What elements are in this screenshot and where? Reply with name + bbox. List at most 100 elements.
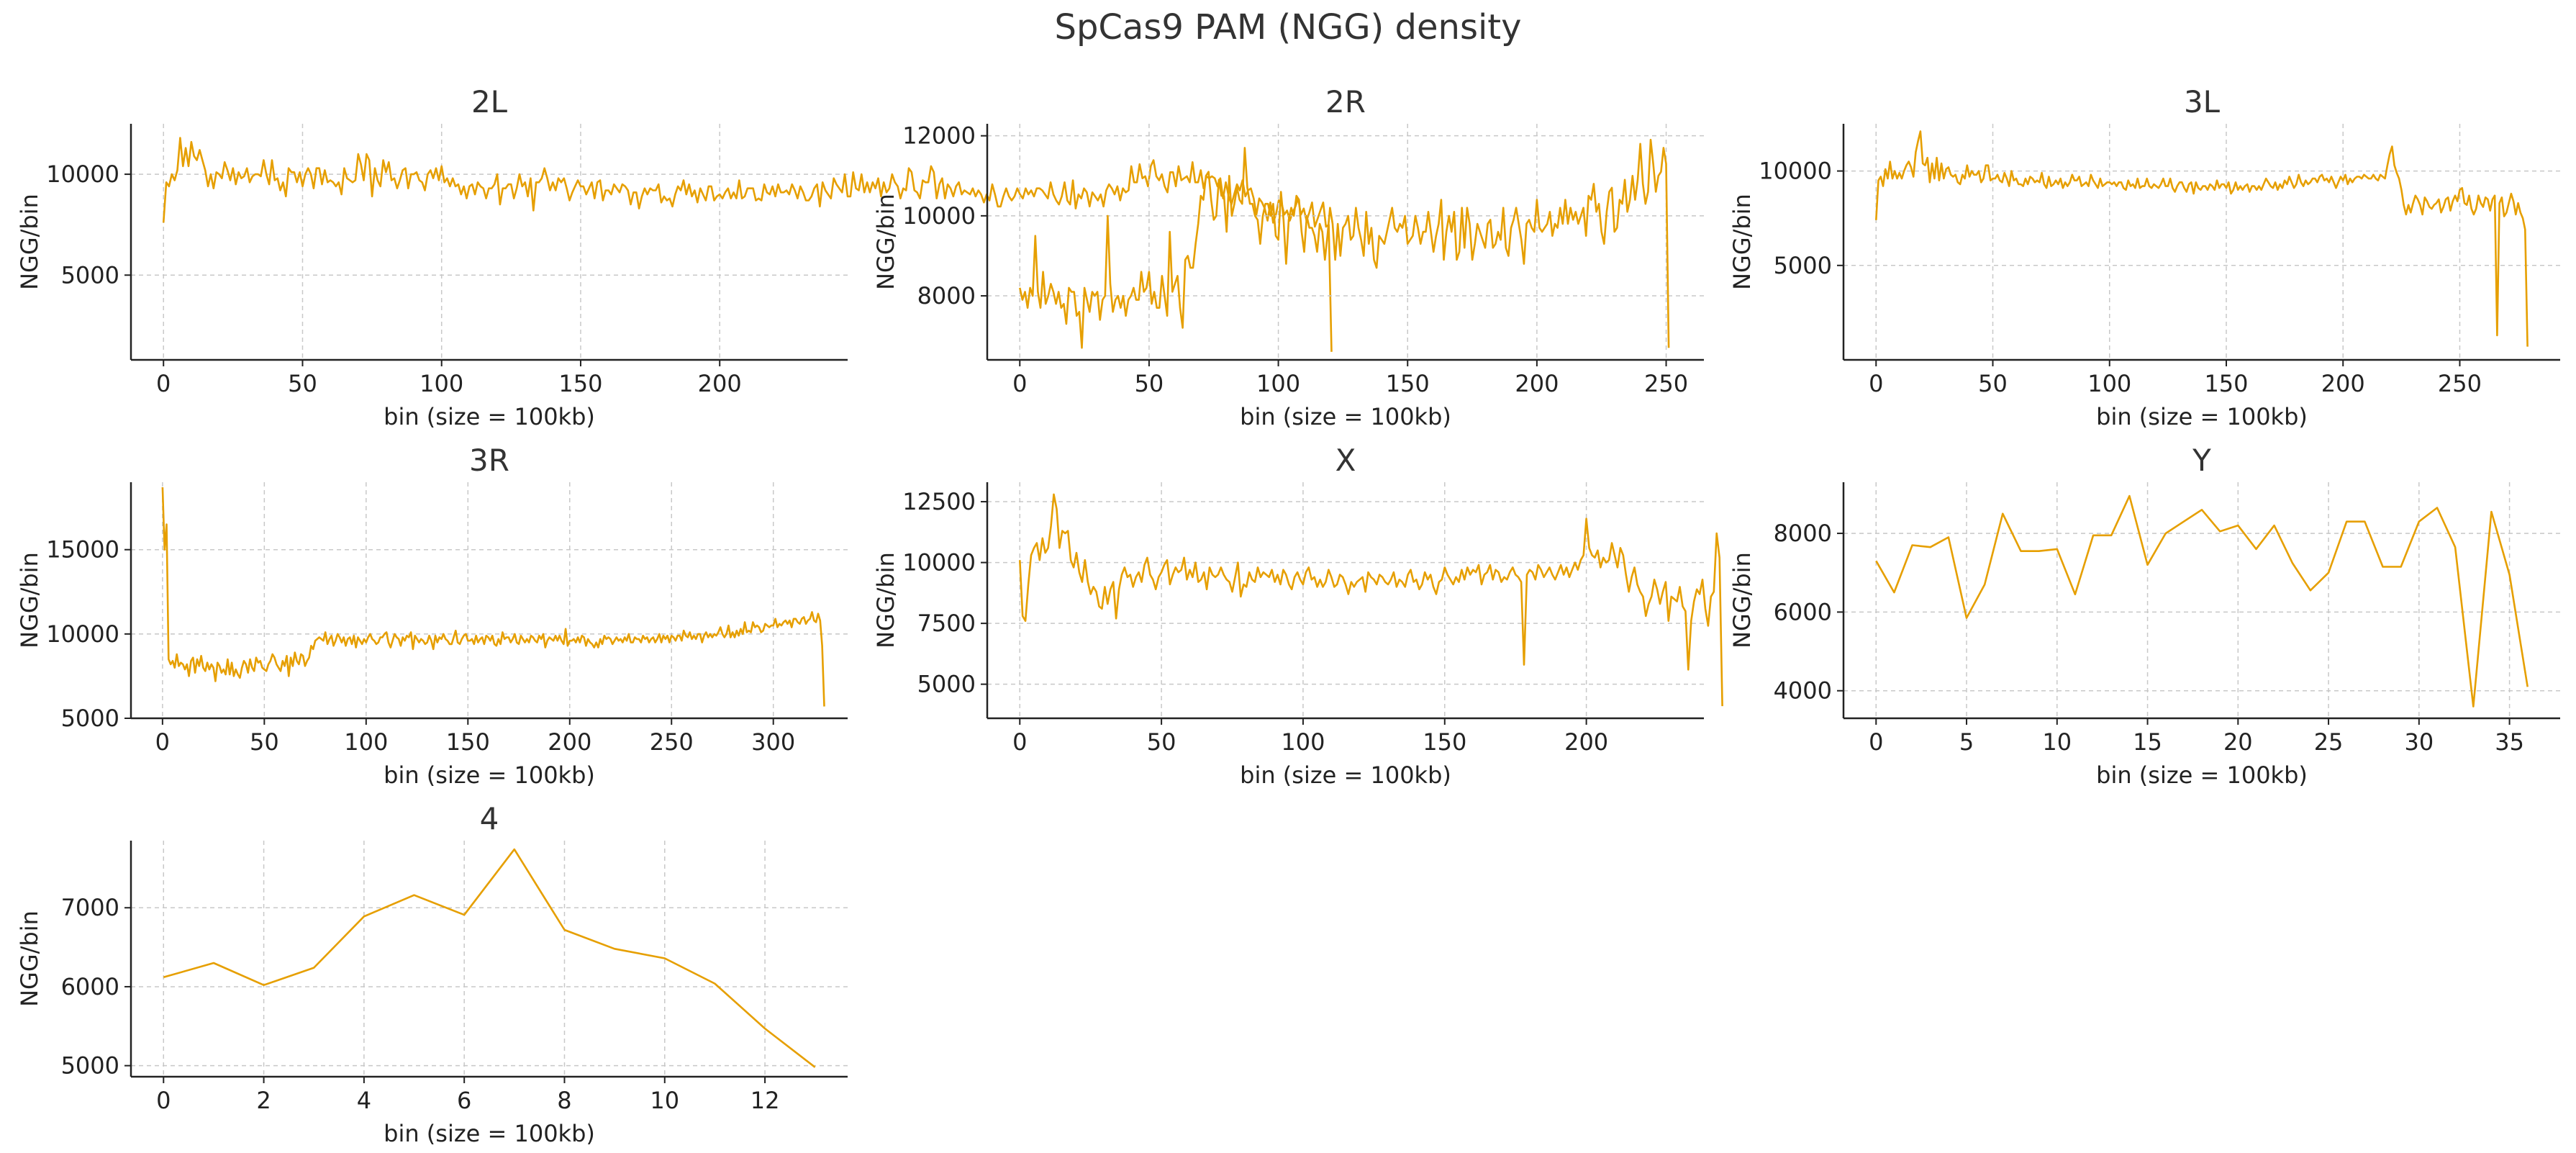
x-tick-label: 0 (156, 370, 171, 397)
subplot-2L: 0 50 100 150 200 5000 10000 2L bin (size = 100kb… (16, 84, 1333, 430)
x-tick-label: 20 (2223, 728, 2253, 756)
x-tick-label: 6 (457, 1087, 471, 1114)
x-axis-label: bin (size = 100kb) (384, 403, 595, 430)
subplot-title: 3L (2184, 84, 2221, 119)
subplot-3R: 0 50 100 150 200 250 300 5000 10000 15000 3R bin (s… (16, 443, 848, 789)
series-line (162, 137, 1333, 352)
x-tick-label: 0 (1012, 728, 1027, 756)
y-tick-label: 7500 (917, 610, 976, 637)
series-line (161, 487, 825, 707)
subplot-title: 4 (480, 801, 499, 836)
y-tick-label: 5000 (1774, 252, 1832, 279)
x-tick-label: 50 (1135, 370, 1164, 397)
x-tick-label: 200 (2321, 370, 2365, 397)
y-tick-label: 5000 (61, 261, 119, 289)
x-tick-label: 0 (1012, 370, 1027, 397)
y-tick-label: 10000 (46, 620, 119, 648)
x-tick-label: 2 (256, 1087, 271, 1114)
x-tick-label: 150 (558, 370, 602, 397)
subplot-title: 2L (471, 84, 508, 119)
y-tick-label: 5000 (61, 705, 119, 732)
x-tick-label: 200 (1564, 728, 1608, 756)
x-tick-label: 250 (650, 728, 694, 756)
x-tick-label: 12 (750, 1087, 780, 1114)
subplot-2R: 0 50 100 150 200 250 8000 10000 12000 2R bin (size… (872, 84, 1704, 430)
y-axis-label: NGG/bin (16, 194, 43, 290)
y-axis-label: NGG/bin (872, 194, 899, 290)
y-tick-label: 6000 (1774, 598, 1832, 625)
y-tick-label: 6000 (61, 973, 119, 1000)
x-tick-label: 5 (1959, 728, 1974, 756)
y-tick-label: 10000 (902, 202, 976, 230)
subplot-4: 0 2 4 6 8 10 12 5000 6000 7000 4 bin (size = 100kb)… (16, 801, 848, 1147)
x-tick-label: 200 (548, 728, 591, 756)
y-axis-label: NGG/bin (1728, 552, 1756, 648)
x-tick-label: 150 (2204, 370, 2248, 397)
x-axis-label: bin (size = 100kb) (2096, 761, 2308, 789)
x-tick-label: 0 (1869, 728, 1883, 756)
x-tick-label: 0 (155, 728, 170, 756)
x-tick-label: 250 (2438, 370, 2482, 397)
subplot-title: 3R (469, 443, 509, 478)
series-line (1875, 494, 2529, 707)
x-tick-label: 250 (1644, 370, 1688, 397)
y-tick-label: 10000 (46, 160, 119, 188)
x-tick-label: 150 (446, 728, 490, 756)
y-axis-label: NGG/bin (872, 552, 899, 648)
x-tick-label: 100 (419, 370, 463, 397)
series-line (1019, 138, 1670, 349)
y-tick-label: 8000 (917, 282, 976, 309)
x-axis-label: bin (size = 100kb) (1240, 403, 1451, 430)
y-axis-label: NGG/bin (1728, 194, 1756, 290)
series-line (163, 848, 816, 1068)
y-tick-label: 12000 (902, 122, 976, 150)
x-tick-label: 300 (751, 728, 795, 756)
x-tick-label: 10 (650, 1087, 679, 1114)
y-axis-label: NGG/bin (16, 552, 43, 648)
series-line (1019, 493, 1723, 707)
subplot-3L: 0 50 100 150 200 250 5000 10000 3L bin (size = 10… (1728, 84, 2560, 430)
x-tick-label: 50 (1978, 370, 2008, 397)
x-axis-label: bin (size = 100kb) (384, 1120, 595, 1147)
x-tick-label: 150 (1386, 370, 1430, 397)
x-tick-label: 100 (344, 728, 388, 756)
x-tick-label: 25 (2314, 728, 2344, 756)
y-tick-label: 4000 (1774, 677, 1832, 705)
y-axis-label: NGG/bin (16, 910, 43, 1007)
x-tick-label: 0 (156, 1087, 171, 1114)
y-tick-label: 10000 (902, 549, 976, 576)
x-tick-label: 50 (288, 370, 317, 397)
y-tick-label: 8000 (1774, 520, 1832, 547)
x-tick-label: 0 (1869, 370, 1883, 397)
x-tick-label: 15 (2133, 728, 2162, 756)
figure-title: SpCas9 PAM (NGG) density (1054, 7, 1522, 48)
x-tick-label: 10 (2042, 728, 2072, 756)
y-tick-label: 7000 (61, 894, 119, 921)
x-tick-label: 35 (2495, 728, 2524, 756)
x-tick-label: 100 (1281, 728, 1325, 756)
x-tick-label: 100 (1256, 370, 1300, 397)
x-axis-label: bin (size = 100kb) (2096, 403, 2308, 430)
series-line (1875, 130, 2529, 347)
y-tick-label: 12500 (902, 488, 976, 515)
subplot-title: X (1335, 443, 1356, 478)
subplot-title: 2R (1325, 84, 1366, 119)
x-axis-label: bin (size = 100kb) (1240, 761, 1451, 789)
x-tick-label: 200 (1515, 370, 1559, 397)
x-tick-label: 150 (1423, 728, 1466, 756)
x-tick-label: 30 (2404, 728, 2434, 756)
x-tick-label: 50 (250, 728, 279, 756)
y-tick-label: 5000 (61, 1052, 119, 1080)
x-tick-label: 100 (2087, 370, 2131, 397)
subplot-title: Y (2192, 443, 2211, 478)
y-tick-label: 15000 (46, 536, 119, 564)
x-tick-label: 8 (557, 1087, 571, 1114)
x-tick-label: 4 (357, 1087, 371, 1114)
x-tick-label: 50 (1147, 728, 1176, 756)
x-tick-label: 200 (698, 370, 742, 397)
x-axis-label: bin (size = 100kb) (384, 761, 595, 789)
y-tick-label: 5000 (917, 671, 976, 698)
